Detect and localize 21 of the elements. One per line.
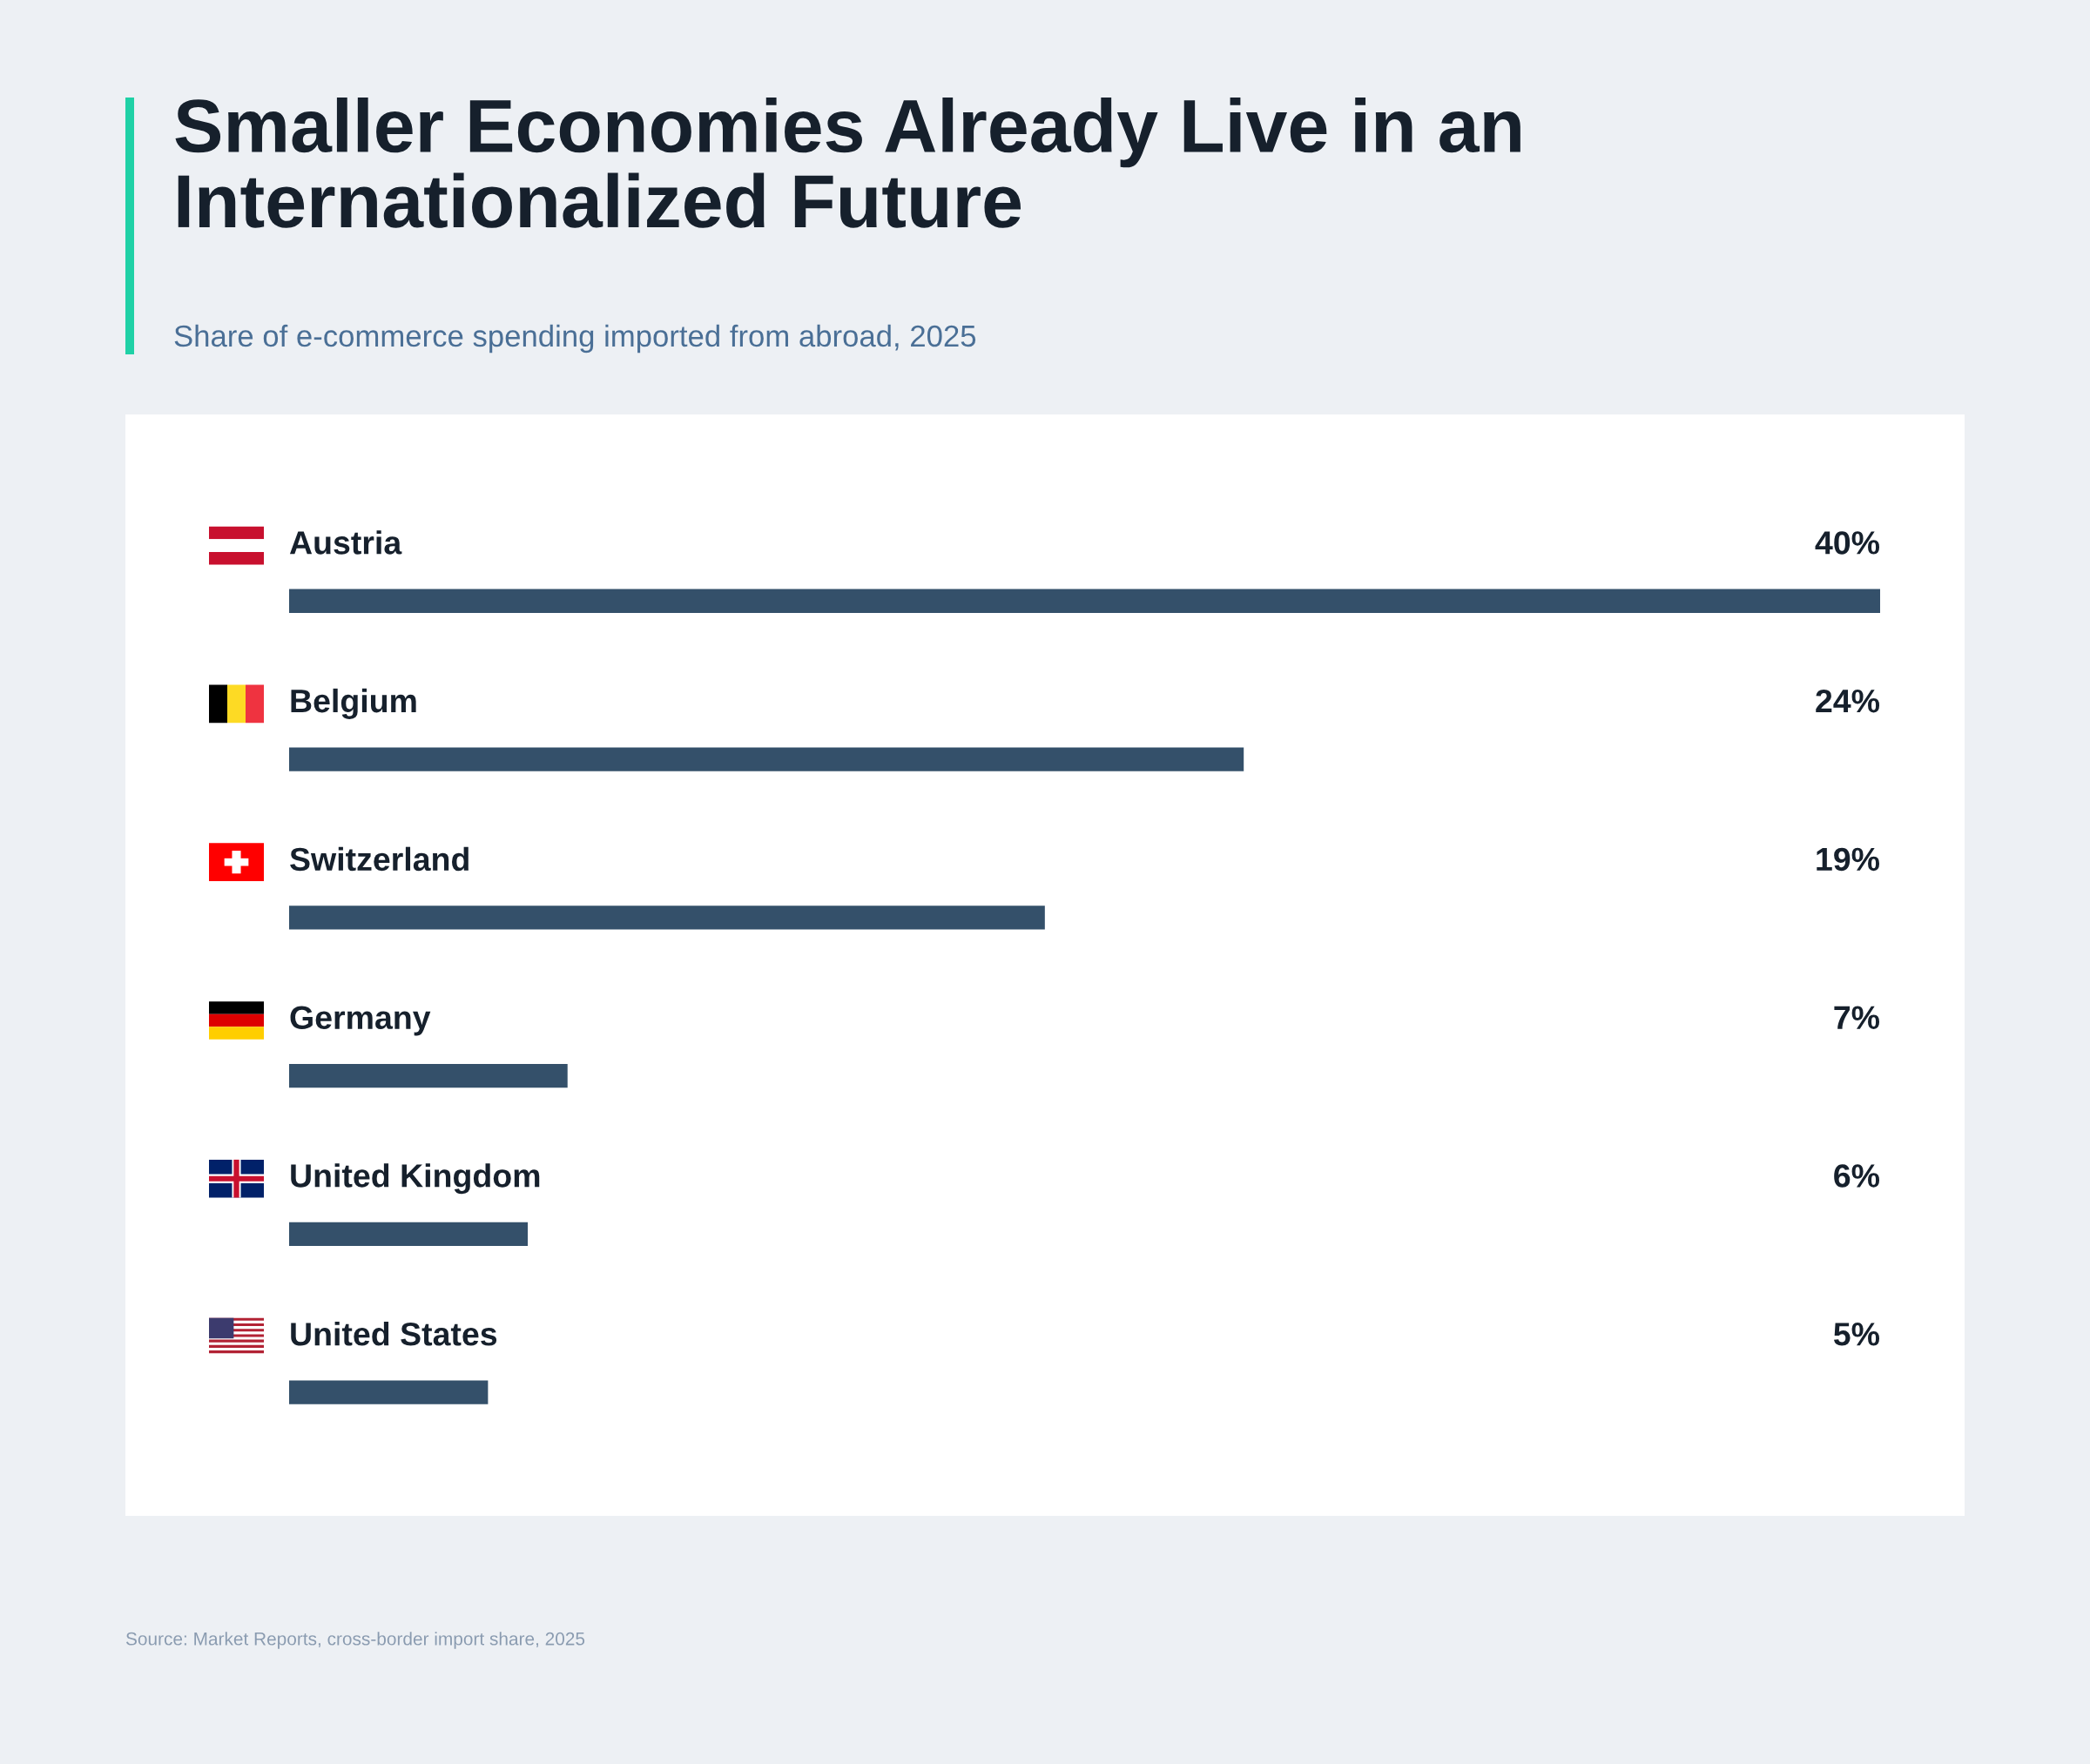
data-label: 7%	[1834, 1006, 1880, 1029]
chart-title: Smaller Economies Already Live in an Internationalized Future	[175, 98, 1520, 228]
y-tick-label: United Kingdom	[291, 1163, 540, 1195]
y-tick-label: Austria	[289, 530, 402, 555]
data-label: 6%	[1834, 1164, 1880, 1188]
data-label: 19%	[1817, 847, 1880, 872]
bar	[289, 747, 1244, 771]
y-tick-label: Germany	[290, 1006, 431, 1036]
data-label: 40%	[1815, 531, 1880, 555]
bar	[289, 589, 1880, 613]
source-note: Source: Market Reports, cross-border import share, 2025	[125, 1632, 585, 1649]
bar	[289, 906, 1045, 930]
y-tick-label: Belgium	[291, 688, 416, 719]
y-tick-label: Switzerland	[290, 846, 469, 872]
chart-subtitle: Share of e-commerce spending imported from abroad, 2025	[174, 324, 976, 353]
bar	[289, 1222, 529, 1246]
data-label: 5%	[1833, 1323, 1880, 1346]
bar	[289, 1063, 568, 1088]
y-tick-label: United States	[291, 1322, 497, 1346]
data-label: 24%	[1816, 689, 1880, 713]
bar	[289, 1380, 489, 1404]
